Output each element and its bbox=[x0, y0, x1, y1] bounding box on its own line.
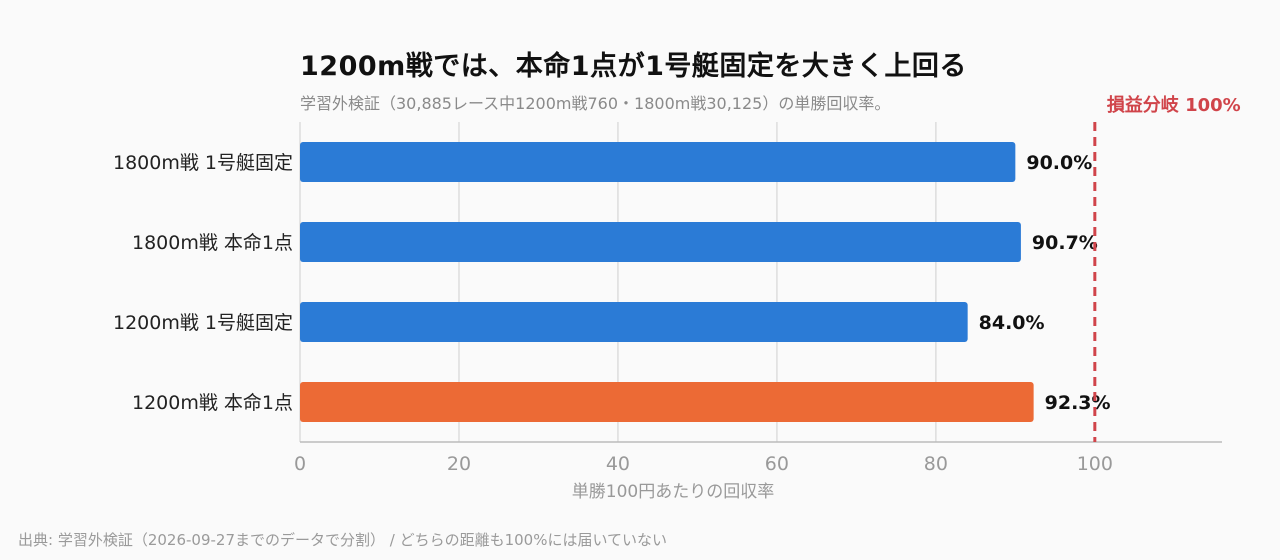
x-axis-label: 単勝100円あたりの回収率 bbox=[572, 482, 774, 502]
category-label: 1200m戦 1号艇固定 bbox=[113, 312, 293, 334]
x-tick-label: 60 bbox=[765, 453, 789, 475]
reference-line-label: 損益分岐 100% bbox=[1107, 94, 1241, 116]
value-label: 90.7% bbox=[1032, 232, 1098, 254]
x-tick-label: 0 bbox=[294, 453, 306, 475]
x-tick-label: 40 bbox=[606, 453, 630, 475]
bar bbox=[300, 142, 1016, 182]
value-labels: 90.0% 90.7% 84.0% 92.3% bbox=[979, 152, 1111, 414]
chart-source: 出典: 学習外検証（2026-09-27までのデータで分割） / どちらの距離も… bbox=[18, 531, 668, 549]
bar bbox=[300, 222, 1021, 262]
chart-subtitle: 学習外検証（30,885レース中1200m戦760・1800m戦30,125）の… bbox=[300, 94, 891, 113]
value-label: 90.0% bbox=[1026, 152, 1092, 174]
category-label: 1800m戦 1号艇固定 bbox=[113, 152, 293, 174]
value-label: 92.3% bbox=[1045, 392, 1111, 414]
bar bbox=[300, 382, 1034, 422]
x-tick-label: 80 bbox=[924, 453, 948, 475]
category-label: 1800m戦 本命1点 bbox=[132, 232, 293, 254]
chart-title: 1200m戦では、本命1点が1号艇固定を大きく上回る bbox=[300, 51, 967, 82]
x-tick-label: 100 bbox=[1077, 453, 1113, 475]
x-tick-labels: 0 20 40 60 80 100 bbox=[294, 453, 1113, 475]
bars bbox=[300, 142, 1034, 422]
category-labels: 1800m戦 1号艇固定 1800m戦 本命1点 1200m戦 1号艇固定 1200m… bbox=[113, 152, 293, 414]
bar bbox=[300, 302, 968, 342]
value-label: 84.0% bbox=[979, 312, 1045, 334]
category-label: 1200m戦 本命1点 bbox=[132, 392, 293, 414]
x-tick-label: 20 bbox=[447, 453, 471, 475]
